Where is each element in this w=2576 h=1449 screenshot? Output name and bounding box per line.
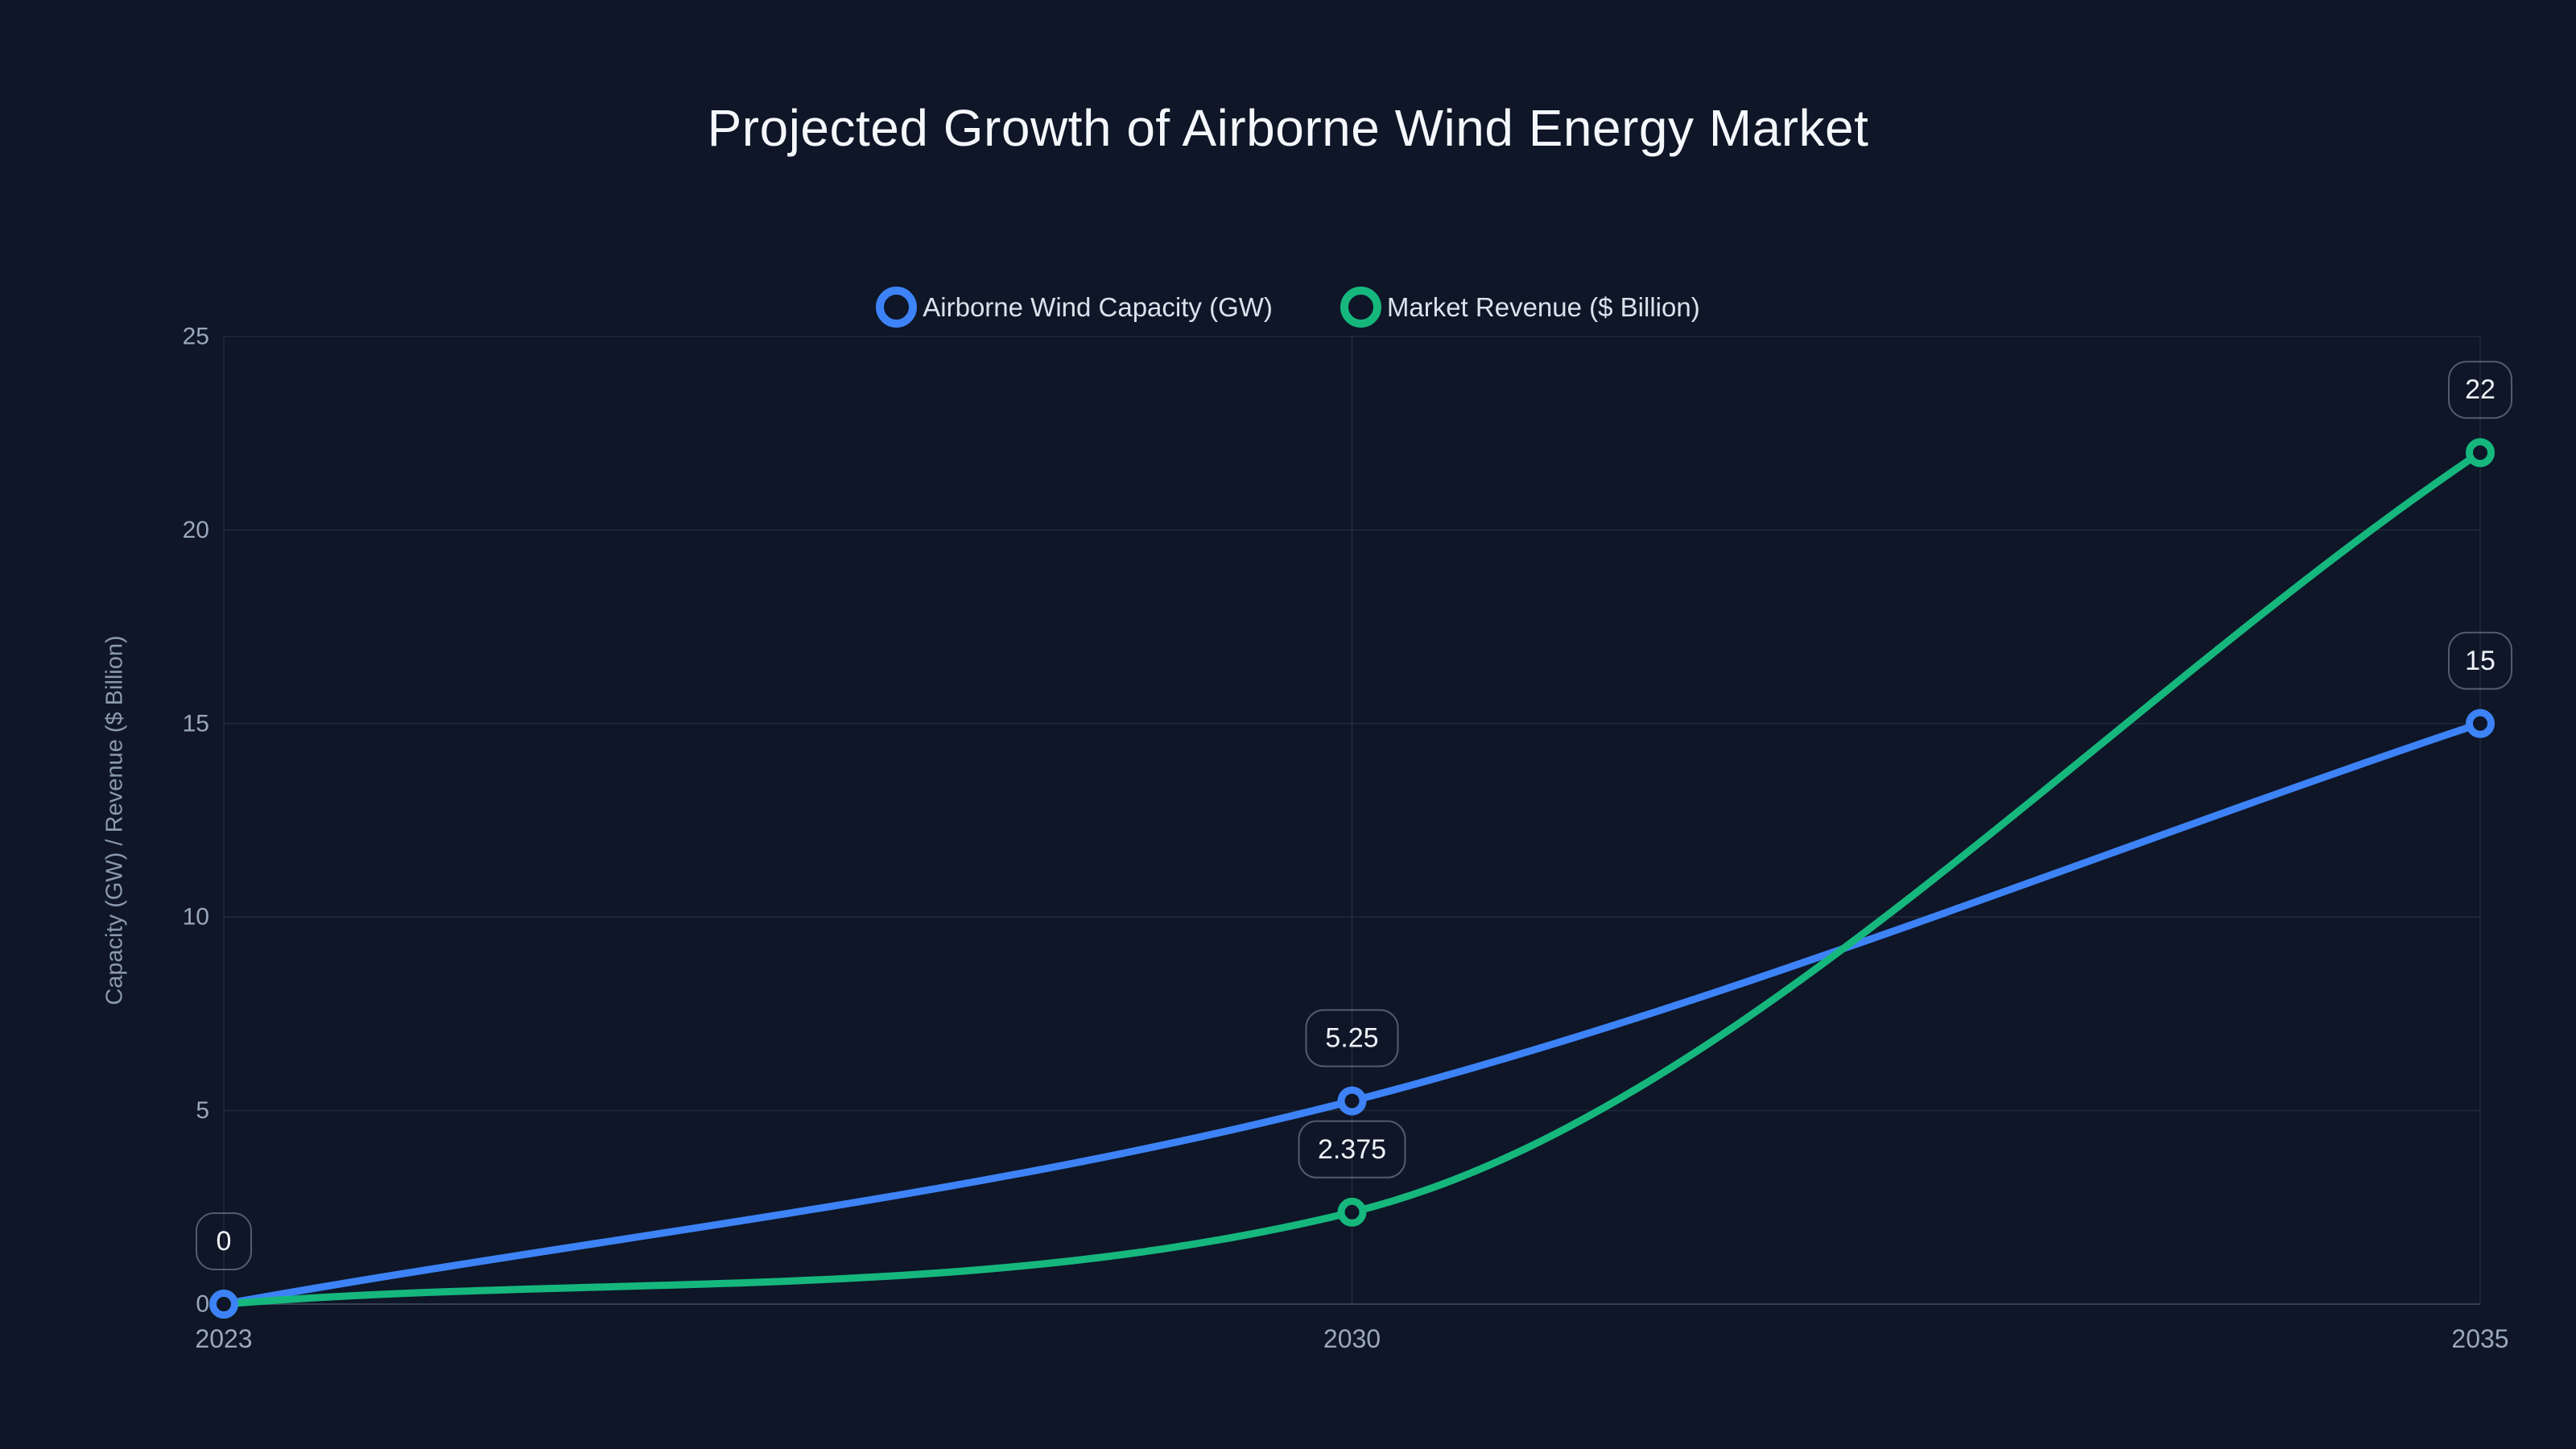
data-labels: 0 5.25 2.375 15 22 (196, 361, 2512, 1270)
series-line-1 (220, 448, 2484, 1308)
chart-legend: Airborne Wind Capacity (GW) Market Revenu… (0, 287, 2576, 328)
data-label-text: 5.25 (1325, 1023, 1378, 1054)
legend-item-label: Market Revenue ($ Billion) (1386, 292, 1700, 322)
point-marker-series-0-2035[interactable] (2466, 708, 2495, 738)
y-tick-label: 5 (196, 1097, 209, 1124)
gridlines (223, 336, 2481, 1305)
chart-title: Projected Growth of Airborne Wind Energy… (707, 99, 1869, 157)
x-tick-label: 2023 (195, 1324, 252, 1353)
legend-item-label: Airborne Wind Capacity (GW) (923, 292, 1273, 322)
point-marker-series-0-2030[interactable] (1337, 1086, 1367, 1116)
data-label-box (2448, 361, 2512, 419)
x-tick-label: 2035 (2451, 1324, 2508, 1353)
y-tick-label: 25 (183, 324, 209, 350)
x-tick-label: 2030 (1323, 1324, 1381, 1353)
data-label-box (1298, 1120, 1406, 1179)
legend-point-icon (1340, 287, 1381, 328)
data-label-text: 22 (2465, 374, 2496, 405)
data-label-text: 15 (2465, 646, 2496, 676)
legend-item-1[interactable]: Market Revenue ($ Billion) (1340, 287, 1700, 328)
y-tick-label: 15 (183, 710, 209, 737)
point-marker-series-1-2035[interactable] (2466, 438, 2495, 468)
y-tick-label: 20 (183, 517, 209, 543)
legend-point-icon (876, 287, 918, 328)
axis-ticks: 0 5 10 15 20 25 2023 2030 2035 (183, 324, 2509, 1354)
legend-item-0[interactable]: Airborne Wind Capacity (GW) (876, 287, 1273, 328)
point-marker-series-0-2023[interactable] (209, 1290, 238, 1319)
y-tick-label: 10 (183, 904, 209, 931)
data-label-text: 0 (217, 1226, 232, 1257)
data-label-box (2448, 631, 2512, 690)
point-marker-series-1-2030[interactable] (1337, 1197, 1367, 1227)
data-label-box (1305, 1009, 1399, 1067)
data-label-text: 2.375 (1318, 1134, 1386, 1165)
y-tick-label: 0 (196, 1291, 209, 1318)
data-label-box (196, 1212, 252, 1270)
